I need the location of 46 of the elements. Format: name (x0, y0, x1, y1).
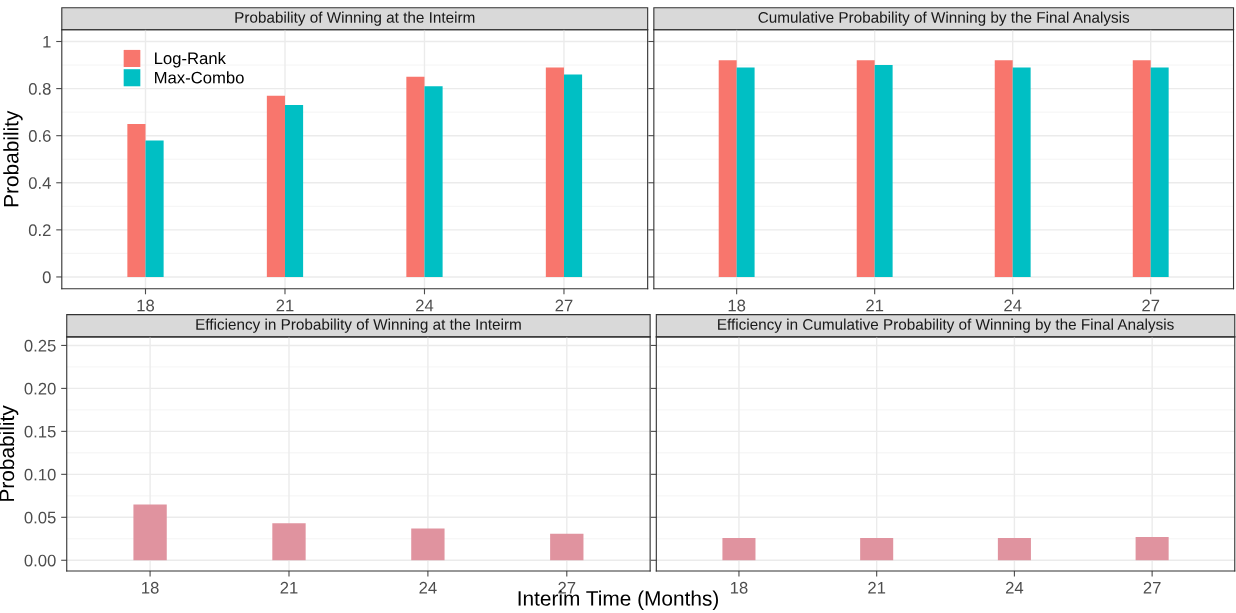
x-tick-label: 21 (866, 299, 884, 312)
bar (563, 74, 583, 277)
chart-title: Cumulative Probability of Winning by the Final Analysis (758, 11, 1130, 26)
x-tick-label: 24 (1005, 581, 1024, 594)
legend-label: Max-Combo (155, 71, 244, 84)
bar (406, 76, 425, 277)
y-tick-label: 0.10 (24, 468, 56, 481)
y-tick-label: 0.8 (28, 82, 51, 95)
x-tick-label: 24 (419, 581, 437, 594)
y-tick-label: 0.6 (28, 130, 51, 142)
chart-title: Probability of Winning at the Inteirm (235, 11, 475, 26)
x-tick-label: 24 (416, 299, 434, 312)
y-axis-title: Probability (3, 110, 23, 207)
x-tick-label: 18 (142, 581, 159, 594)
bar (127, 123, 146, 277)
y-tick-label: 1 (43, 36, 51, 48)
x-tick-label: 27 (1142, 299, 1160, 312)
y-tick-label: 0.2 (28, 224, 51, 237)
x-tick-label: 21 (276, 299, 294, 312)
bar (545, 67, 564, 277)
x-tick-label: 18 (728, 299, 746, 312)
x-tick-label: 18 (730, 581, 748, 594)
x-tick-label: 24 (1004, 299, 1022, 312)
y-tick-label: 0.05 (24, 511, 56, 524)
y-tick-label: 0.25 (24, 339, 56, 352)
legend-label: Log-Rank (155, 52, 226, 68)
bar (284, 105, 304, 277)
bar (550, 533, 584, 561)
x-tick-label: 21 (868, 581, 886, 594)
y-tick-label: 0.4 (28, 177, 51, 189)
bar (424, 86, 443, 277)
bar (145, 140, 164, 277)
x-tick-label: 21 (280, 581, 298, 594)
chart-title: Efficiency in Cumulative Probability of Winning by the Final Analysis (718, 318, 1174, 333)
bar (411, 528, 445, 561)
chart-title: Efficiency in Probability of Winning at the Inteirm (196, 318, 521, 333)
x-tick-label: 27 (555, 299, 573, 312)
x-tick-label: 27 (1143, 581, 1161, 594)
bar (266, 95, 285, 277)
y-tick-label: 0.20 (24, 382, 56, 395)
bar (133, 504, 167, 561)
y-tick-label: 0.15 (24, 425, 56, 438)
y-tick-label: 0 (42, 271, 51, 284)
bar (272, 523, 306, 561)
y-tick-label: 0.00 (24, 554, 56, 567)
x-tick-label: 18 (137, 299, 155, 312)
